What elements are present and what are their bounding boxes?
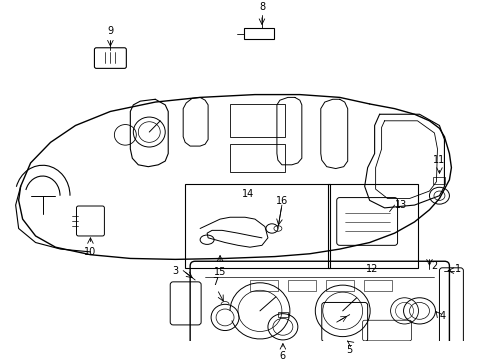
Bar bbox=[185, 184, 330, 268]
Text: 6: 6 bbox=[280, 351, 286, 360]
Text: 10: 10 bbox=[84, 247, 97, 257]
Text: 9: 9 bbox=[107, 26, 114, 36]
Text: 7: 7 bbox=[212, 278, 218, 288]
Text: 5: 5 bbox=[346, 345, 353, 355]
Bar bbox=[278, 312, 288, 318]
Text: 1: 1 bbox=[455, 264, 462, 274]
Text: 3: 3 bbox=[172, 266, 178, 276]
Text: 8: 8 bbox=[259, 2, 265, 12]
Bar bbox=[230, 104, 285, 137]
Bar bbox=[328, 184, 417, 268]
Bar bbox=[326, 280, 354, 291]
Text: 14: 14 bbox=[242, 189, 254, 199]
Bar bbox=[288, 280, 316, 291]
Bar bbox=[244, 28, 274, 39]
Text: 12: 12 bbox=[367, 264, 379, 274]
Text: 15: 15 bbox=[214, 267, 226, 277]
Bar bbox=[434, 177, 445, 184]
Text: 4: 4 bbox=[440, 311, 445, 320]
Text: 11: 11 bbox=[433, 155, 445, 165]
Text: 2: 2 bbox=[432, 261, 438, 271]
Text: 13: 13 bbox=[394, 201, 407, 210]
Bar bbox=[230, 144, 285, 172]
Bar bbox=[250, 280, 278, 291]
Text: 16: 16 bbox=[276, 196, 288, 206]
Bar bbox=[364, 280, 392, 291]
